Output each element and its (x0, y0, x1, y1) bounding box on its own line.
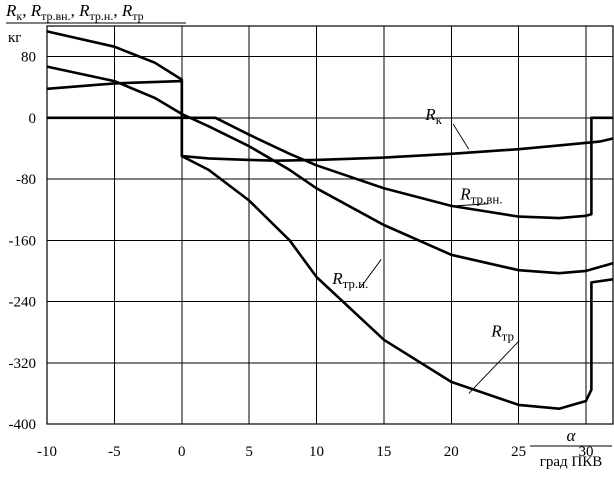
label-sub: тр.вн. (41, 9, 70, 23)
x-tick-label: 0 (178, 444, 186, 460)
x-tick-label: 10 (309, 444, 324, 460)
series-line-2 (46, 65, 614, 275)
label-sub: к (16, 9, 22, 23)
label-main: R (331, 269, 343, 288)
y-tick-label: -240 (9, 295, 37, 311)
label-main: R (5, 1, 17, 20)
leader-line-2 (359, 259, 382, 289)
label-main: R (490, 322, 502, 341)
leader-line-3 (468, 340, 520, 394)
label-main: R (78, 1, 90, 20)
series-layer (46, 30, 614, 410)
x-axis-unit: град ПКВ (540, 454, 603, 470)
series-label-3: Rтр (490, 322, 514, 344)
x-tick-label: 20 (444, 444, 459, 460)
y-tick-label: -80 (16, 172, 36, 188)
x-tick-label: -5 (108, 444, 121, 460)
x-tick-label: 30 (579, 444, 594, 460)
series-line-3 (46, 30, 614, 410)
label-main: R (30, 1, 42, 20)
label-sub: к (436, 112, 443, 127)
y-tick-label: 0 (29, 111, 37, 127)
y-tick-label: -160 (9, 233, 37, 249)
label-sep: , (113, 1, 122, 20)
grid (46, 25, 614, 425)
label-sub: тр.вн. (471, 192, 503, 207)
x-axis-symbol: α (567, 426, 577, 445)
x-tick-label: -10 (37, 444, 57, 460)
y-tick-label: -320 (9, 356, 37, 372)
series-label-1: Rтр.вн. (459, 185, 502, 207)
label-main: R (424, 105, 436, 124)
y-axis-label: Rк, Rтр.вн., Rтр.н., Rтр (5, 1, 144, 23)
leader-line-1 (455, 203, 489, 207)
y-tick-label: 80 (21, 50, 36, 66)
label-sub: тр.н. (343, 276, 369, 291)
label-main: R (459, 185, 471, 204)
label-sub: тр.н. (90, 9, 114, 23)
label-main: R (121, 1, 133, 20)
label-sub: тр (502, 329, 514, 344)
series-line-0 (47, 116, 614, 162)
y-axis-unit: кг (8, 30, 21, 46)
label-sep: , (71, 1, 80, 20)
x-tick-label: 15 (376, 444, 391, 460)
series-label-0: Rк (424, 105, 442, 127)
x-tick-label: 5 (245, 444, 253, 460)
series-label-2: Rтр.н. (331, 269, 368, 291)
axis-labels: Rк, Rтр.вн., Rтр.н., Rтр кг α град ПКВ (5, 1, 612, 470)
tick-labels: -10 -5 0 5 10 15 20 25 30 80 0 -80 -160 -240 -320 -400 (9, 50, 594, 460)
y-tick-label: -400 (9, 417, 37, 433)
x-tick-label: 25 (511, 444, 526, 460)
leader-line-0 (452, 123, 470, 150)
label-sub: тр (132, 9, 143, 23)
label-sep: , (22, 1, 31, 20)
plot-frame (46, 25, 614, 425)
